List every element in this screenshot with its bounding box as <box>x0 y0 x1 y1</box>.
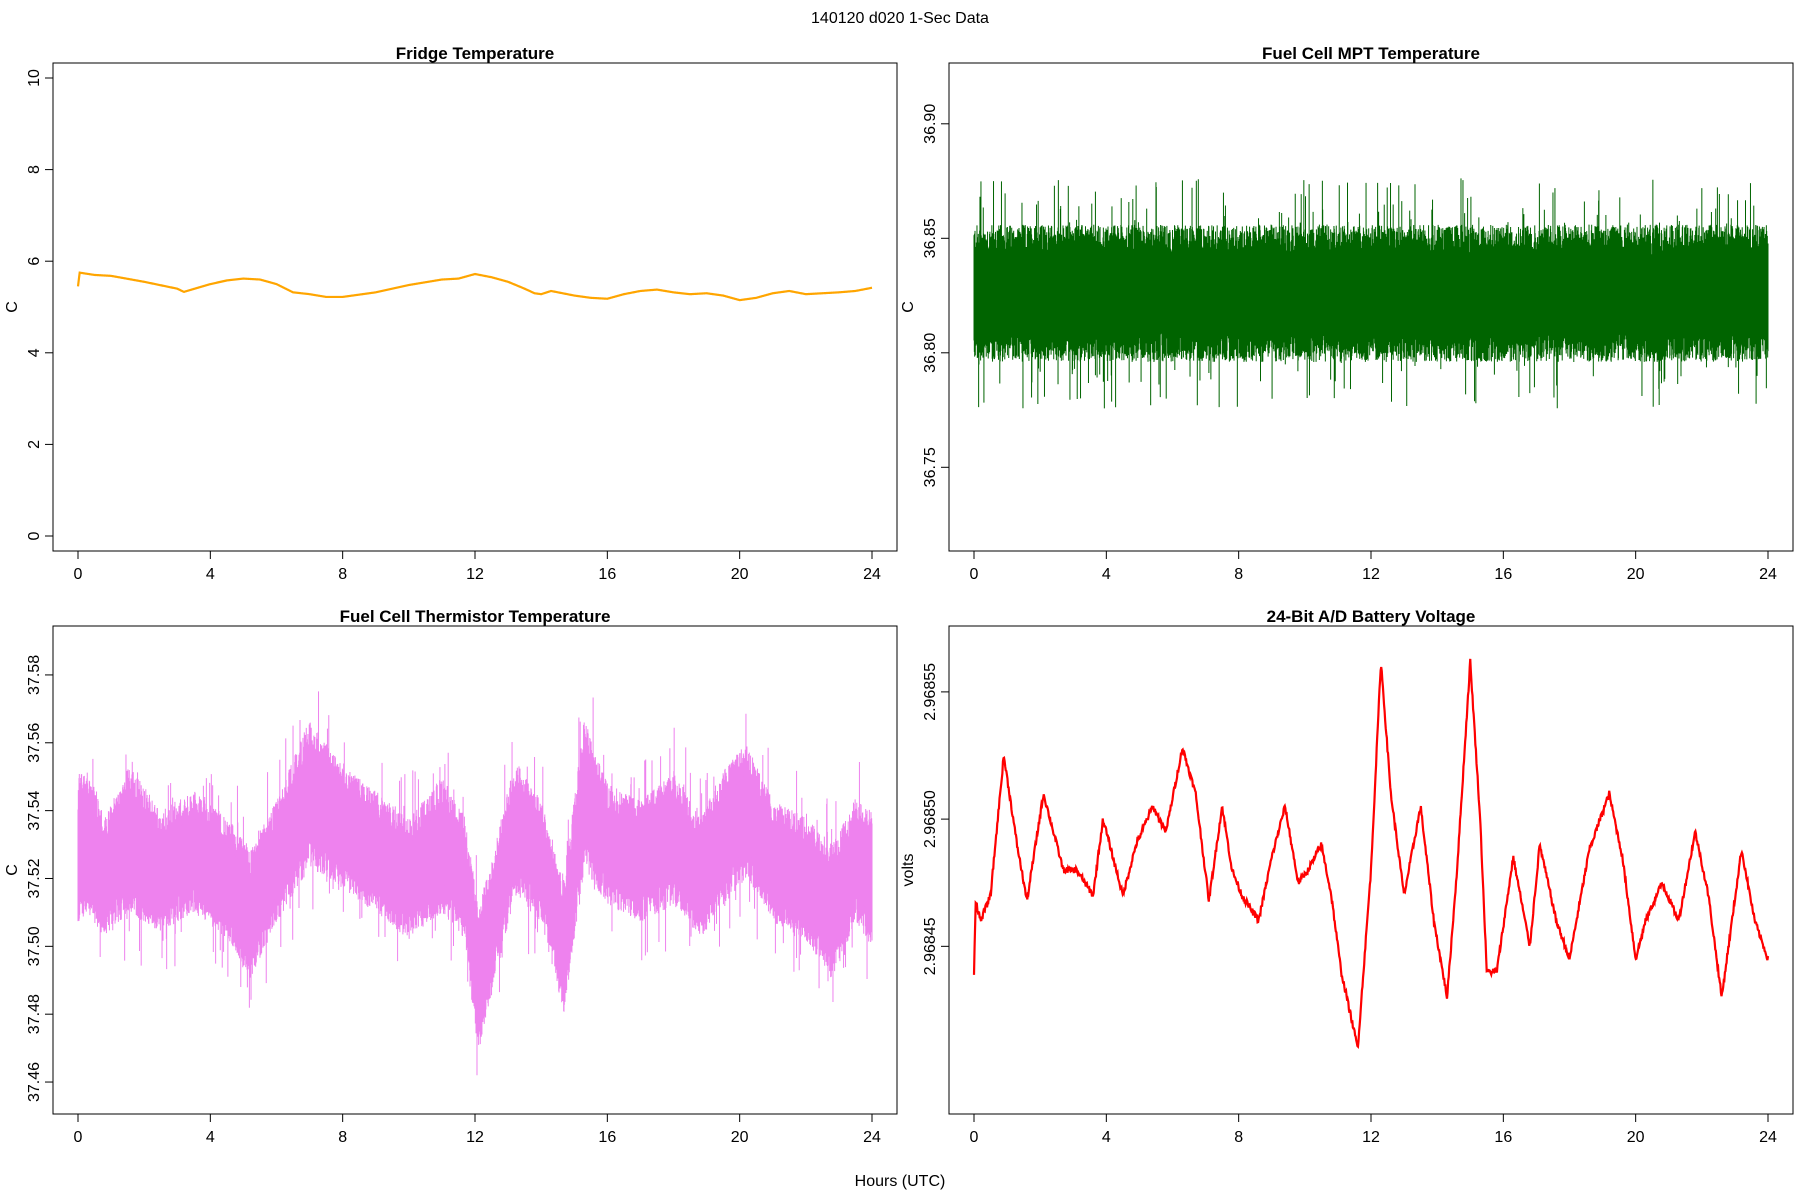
x-tick-label: 12 <box>1362 1129 1380 1146</box>
x-tick-label: 8 <box>338 566 347 583</box>
y-tick-label: 10 <box>26 69 43 87</box>
y-tick-label: 8 <box>26 165 43 174</box>
y-tick-label: 2.96850 <box>922 790 939 848</box>
y-tick-label: 37.58 <box>26 655 43 695</box>
x-tick-label: 4 <box>1102 566 1111 583</box>
x-tick-label: 0 <box>970 1129 979 1146</box>
y-axis-label: volts <box>900 854 917 887</box>
y-axis-label: C <box>4 864 21 876</box>
y-tick-label: 0 <box>26 531 43 540</box>
y-tick-label: 36.90 <box>922 104 939 144</box>
x-tick-label: 16 <box>1494 1129 1512 1146</box>
series-line <box>972 658 1770 1049</box>
y-tick-label: 37.52 <box>26 858 43 898</box>
x-tick-label: 20 <box>731 1129 749 1146</box>
x-tick-label: 8 <box>1234 1129 1243 1146</box>
series-line <box>76 271 873 302</box>
x-tick-label: 16 <box>1494 566 1512 583</box>
y-tick-label: 2.96845 <box>922 917 939 975</box>
panel-battery: 24-Bit A/D Battery Voltage volts 0 4 8 12 16 20… <box>900 607 1794 1146</box>
x-tick-label: 8 <box>338 1129 347 1146</box>
y-tick-label: 2.96855 <box>922 663 939 721</box>
plot-title: Fridge Temperature <box>396 44 554 63</box>
figure-xlabel: Hours (UTC) <box>855 1173 946 1190</box>
x-tick-label: 0 <box>74 1129 83 1146</box>
series-band <box>78 754 872 1016</box>
panel-thermistor: Fuel Cell Thermistor Temperature C 0 4 8 12 16… <box>4 607 898 1146</box>
y-tick-label: 6 <box>26 257 43 266</box>
x-tick-label: 12 <box>1362 566 1380 583</box>
y-axis-label: C <box>4 301 21 313</box>
y-tick-label: 2 <box>26 440 43 449</box>
y-tick-label: 37.48 <box>26 994 43 1034</box>
x-tick-label: 20 <box>1627 1129 1645 1146</box>
x-tick-label: 24 <box>863 566 881 583</box>
x-tick-label: 20 <box>731 566 749 583</box>
y-tick-label: 37.54 <box>26 791 43 831</box>
x-tick-label: 0 <box>74 566 83 583</box>
y-tick-label: 36.85 <box>922 218 939 258</box>
x-tick-label: 16 <box>598 566 616 583</box>
x-tick-label: 12 <box>466 566 484 583</box>
x-tick-label: 24 <box>1759 1129 1777 1146</box>
x-tick-label: 24 <box>1759 566 1777 583</box>
x-tick-label: 12 <box>466 1129 484 1146</box>
y-tick-label: 36.75 <box>922 447 939 487</box>
plot-title: 24-Bit A/D Battery Voltage <box>1267 607 1476 626</box>
x-tick-label: 8 <box>1234 566 1243 583</box>
plot-title: Fuel Cell MPT Temperature <box>1262 44 1480 63</box>
x-tick-label: 24 <box>863 1129 881 1146</box>
y-tick-label: 37.56 <box>26 723 43 763</box>
y-tick-label: 37.50 <box>26 926 43 966</box>
series-band <box>974 255 1768 332</box>
plot-title: Fuel Cell Thermistor Temperature <box>340 607 611 626</box>
panel-mpt: Fuel Cell MPT Temperature C 0 4 8 12 16 20 24 36.… <box>900 44 1794 583</box>
y-tick-label: 4 <box>26 348 43 357</box>
figure-suptitle: 140120 d020 1-Sec Data <box>811 10 989 27</box>
x-tick-label: 0 <box>970 566 979 583</box>
x-tick-label: 16 <box>598 1129 616 1146</box>
y-tick-label: 36.80 <box>922 333 939 373</box>
y-tick-label: 37.46 <box>26 1062 43 1102</box>
x-tick-label: 4 <box>1102 1129 1111 1146</box>
x-tick-label: 20 <box>1627 566 1645 583</box>
y-axis-label: C <box>900 301 917 313</box>
x-tick-label: 4 <box>206 1129 215 1146</box>
x-tick-label: 4 <box>206 566 215 583</box>
